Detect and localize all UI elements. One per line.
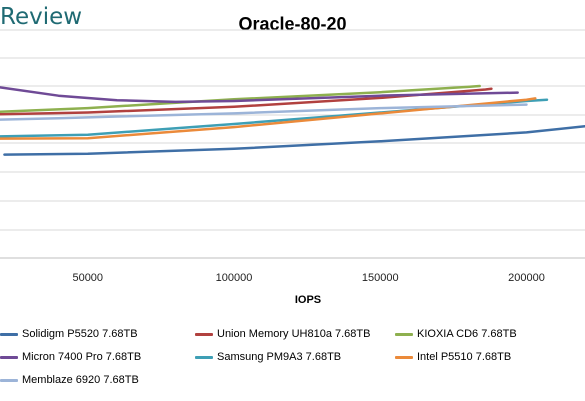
series-line xyxy=(0,97,537,140)
legend-item: KIOXIA CD6 7.68TB xyxy=(395,328,517,340)
line-chart: 50000 100000 150000 200000 IOPS xyxy=(0,29,585,306)
legend-swatch xyxy=(395,332,413,336)
x-tick-label: 50000 xyxy=(72,272,103,284)
legend-swatch xyxy=(195,355,213,359)
gridlines xyxy=(0,29,585,259)
legend-label: Micron 7400 Pro 7.68TB xyxy=(22,351,142,363)
x-tick-label: 200000 xyxy=(508,272,545,284)
legend-label: Solidigm P5520 7.68TB xyxy=(22,328,138,340)
legend-item: Solidigm P5520 7.68TB xyxy=(0,328,138,340)
legend-item: Micron 7400 Pro 7.68TB xyxy=(0,351,141,363)
series-line xyxy=(0,86,519,104)
legend-label: Union Memory UH810a 7.68TB xyxy=(217,328,371,340)
x-tick-label: 150000 xyxy=(362,272,399,284)
series-line xyxy=(0,87,493,116)
legend-item: Samsung PM9A3 7.68TB xyxy=(195,351,341,363)
legend-swatch xyxy=(195,332,213,336)
legend-swatch xyxy=(0,332,18,336)
series-line xyxy=(0,98,549,138)
legend-swatch xyxy=(0,378,18,382)
x-axis-ticks: 50000 100000 150000 200000 xyxy=(72,272,544,284)
chart-title: Oracle-80-20 xyxy=(238,14,347,34)
legend-label: Memblaze 6920 7.68TB xyxy=(22,374,139,386)
legend-swatch xyxy=(395,355,413,359)
legend-swatch xyxy=(0,355,18,359)
legend-label: Samsung PM9A3 7.68TB xyxy=(217,351,342,363)
series-line xyxy=(3,125,585,156)
series-lines xyxy=(0,84,585,156)
chart-legend: Solidigm P5520 7.68TB Union Memory UH810a… xyxy=(0,322,585,394)
legend-item: Intel P5510 7.68TB xyxy=(395,351,511,363)
legend-item: Memblaze 6920 7.68TB xyxy=(0,374,139,386)
legend-label: Intel P5510 7.68TB xyxy=(417,351,512,363)
series-line xyxy=(0,84,481,113)
x-axis-label: IOPS xyxy=(295,294,321,306)
legend-item: Union Memory UH810a 7.68TB xyxy=(195,328,370,340)
series-line xyxy=(0,103,528,121)
legend-label: KIOXIA CD6 7.68TB xyxy=(417,328,517,340)
brand-logo-text: Review xyxy=(0,4,83,30)
x-tick-label: 100000 xyxy=(216,272,253,284)
